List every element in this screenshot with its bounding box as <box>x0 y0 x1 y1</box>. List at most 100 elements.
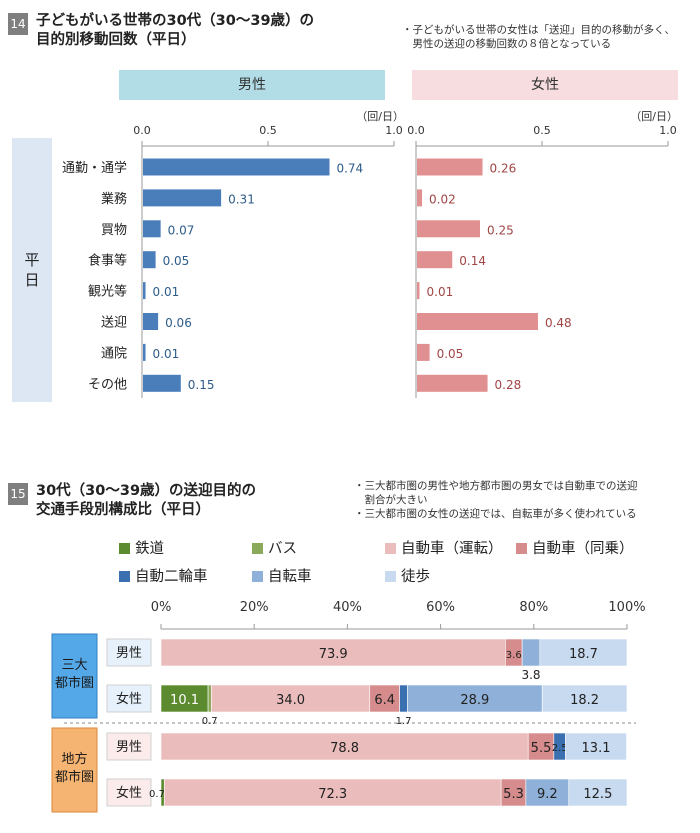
percent-tick-label: 100% <box>608 600 645 615</box>
legend-label: 自動車（同乗） <box>532 540 634 557</box>
mode-share-chart: 鉄道 バス 自動車（運転） 自動車（同乗） 自動二輪車 自転車 徒歩 0% 20% 40% 60% 8… <box>51 540 646 813</box>
male-bar-value-label: 0.06 <box>165 316 192 330</box>
sex-label-box <box>106 684 152 713</box>
male-tick-label: 0.5 <box>259 124 277 137</box>
male-bar-value-label: 0.01 <box>153 347 180 361</box>
legend-swatch <box>385 571 396 582</box>
segment-value-label: 0.7 <box>149 789 165 800</box>
segment-value-label: 6.4 <box>374 693 395 708</box>
section-title: 子どもがいる世帯の30代（30～39歳）の 目的別移動回数（平日） <box>36 12 314 50</box>
male-bar-value-label: 0.07 <box>168 223 195 237</box>
legend-label: 自動車（運転） <box>401 540 503 557</box>
stack-segment-rail <box>160 684 209 713</box>
female-bar-value-label: 0.05 <box>437 347 464 361</box>
stack-segment-walk <box>565 732 627 761</box>
female-bar <box>417 343 430 361</box>
section-note: ・子どもがいる世帯の女性は「送迎」目的の移動が多く、 男性の送迎の移動回数の８倍… <box>402 23 675 51</box>
category-label: 業務 <box>101 191 127 207</box>
male-tick-label: 1.0 <box>385 124 403 137</box>
region-box <box>51 727 98 813</box>
segment-value-label: 5.5 <box>531 741 552 756</box>
male-bar <box>143 251 156 269</box>
sex-label-box <box>106 638 152 667</box>
segment-value-label: 3.8 <box>521 668 540 682</box>
male-bar-value-label: 0.31 <box>228 192 255 206</box>
segment-value-label: 72.3 <box>318 787 347 802</box>
stack-segment-car_pass <box>369 684 400 713</box>
female-tick-label: 1.0 <box>659 124 677 137</box>
percent-tick-label: 60% <box>426 600 455 615</box>
segment-value-label: 18.7 <box>569 647 598 662</box>
section-title: 30代（30～39歳）の送迎目的の 交通手段別構成比（平日） <box>36 482 256 520</box>
segment-value-label: 18.2 <box>570 693 599 708</box>
sex-label: 女性 <box>116 785 142 801</box>
legend-label: バス <box>268 541 297 557</box>
male-bar <box>143 313 159 330</box>
male-bar-value-label: 0.01 <box>153 285 180 299</box>
female-bar <box>417 282 420 300</box>
stack-segment-walk <box>539 638 628 667</box>
chart1-plot-bg <box>52 138 402 402</box>
category-label: 観光等 <box>88 284 127 300</box>
sex-label: 男性 <box>116 646 142 661</box>
segment-value-label: 2.5 <box>552 743 568 754</box>
segment-value-label: 3.6 <box>506 650 522 661</box>
segment-value-label: 12.5 <box>583 787 612 802</box>
category-label: 買物 <box>101 223 127 238</box>
male-tick-label: 0.0 <box>133 124 151 137</box>
stack-segment-bicycle <box>521 638 541 667</box>
purpose-trip-chart: 0.0 0.5 1.0（回/日）0.740.310.070.050.010.060.… <box>62 110 678 398</box>
category-label: その他 <box>88 377 127 392</box>
female-bar-value-label: 0.48 <box>545 316 572 330</box>
legend-swatch <box>252 543 263 554</box>
weekday-side-char: 平日 <box>24 251 40 289</box>
female-header: 女性 <box>412 70 678 100</box>
female-bar-value-label: 0.28 <box>495 378 522 392</box>
section-title-line: 交通手段別構成比（平日） <box>36 502 210 518</box>
segment-value-label: 9.2 <box>537 787 558 802</box>
region-label: 都市圏 <box>55 675 94 691</box>
male-unit-label: （回/日） <box>356 110 404 123</box>
note-line: ・三大都市圏の男性や地方都市圏の男女では自動車での送迎 <box>354 480 638 492</box>
sex-label: 女性 <box>116 691 142 707</box>
stack-segment-car_drive <box>163 778 502 807</box>
male-bar-value-label: 0.74 <box>336 162 363 176</box>
percent-tick-label: 0% <box>151 600 172 615</box>
stack-segment-bus <box>207 684 212 713</box>
segment-value-label: 1.7 <box>396 716 412 727</box>
legend-swatch <box>252 571 263 582</box>
weekday-side-panel <box>12 138 52 402</box>
male-bar <box>143 282 146 300</box>
female-bar <box>417 158 483 176</box>
section-title-line: 目的別移動回数（平日） <box>36 32 196 48</box>
stack-segment-walk <box>568 778 628 807</box>
female-bar-value-label: 0.25 <box>487 223 514 237</box>
note-line: ・子どもがいる世帯の女性は「送迎」目的の移動が多く、 <box>402 24 675 36</box>
stack-segment-motorbike <box>399 684 408 713</box>
male-bar-value-label: 0.05 <box>163 254 190 268</box>
legend-swatch <box>385 543 396 554</box>
female-bar <box>417 189 423 207</box>
male-bar <box>143 220 161 238</box>
segment-value-label: 10.1 <box>170 693 199 708</box>
female-bar <box>417 251 453 269</box>
legend-label: 鉄道 <box>135 540 164 557</box>
section-title-line: 30代（30～39歳）の送迎目的の <box>36 483 257 499</box>
percent-tick-label: 80% <box>519 600 548 615</box>
segment-value-label: 0.7 <box>202 716 218 727</box>
section-note: ・三大都市圏の男性や地方都市圏の男女では自動車での送迎 割合が大きい ・三大都市… <box>354 479 638 521</box>
section-number-badge: 15 <box>8 483 28 505</box>
region-box <box>51 633 98 719</box>
female-bar <box>417 220 480 238</box>
male-bar <box>143 158 330 176</box>
legend-swatch <box>119 571 130 582</box>
stack-segment-walk <box>541 684 628 713</box>
legend-swatch <box>119 543 130 554</box>
female-bar-value-label: 0.26 <box>490 162 517 176</box>
female-bar-value-label: 0.02 <box>429 192 456 206</box>
segment-value-label: 13.1 <box>582 741 611 756</box>
note-line: ・三大都市圏の女性の送迎では、自転車が多く使われている <box>354 508 637 520</box>
segment-value-label: 78.8 <box>330 741 359 756</box>
legend-label: 自動二輪車 <box>135 568 208 585</box>
